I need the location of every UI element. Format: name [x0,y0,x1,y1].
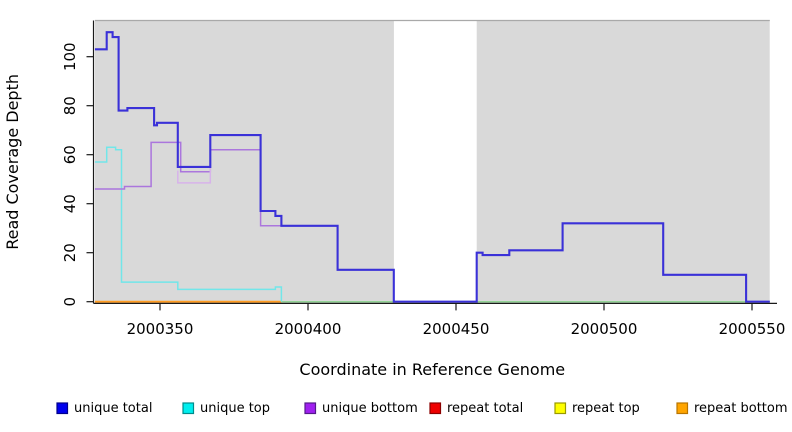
x-axis-title: Coordinate in Reference Genome [299,360,565,379]
legend-label-unique-total: unique total [74,401,152,416]
legend-swatch-repeat-bottom [676,402,689,415]
y-tick-label: 20 [61,243,79,262]
y-tick-label: 40 [61,194,79,213]
legend-label-unique-top: unique top [200,401,270,416]
shaded-region-2 [476,20,770,304]
y-tick-label: 80 [61,96,79,115]
series-line-unique-top [94,146,283,302]
legend-swatch-repeat-total [429,402,442,415]
y-tick-label: 0 [61,297,79,307]
legend-swatch-repeat-top [554,402,567,415]
legend-label-repeat-bottom: repeat bottom [694,401,788,416]
x-tick-label: 2000550 [719,320,786,338]
legend-swatch-unique-bottom [304,402,317,415]
y-axis-title: Read Coverage Depth [3,74,22,250]
x-tick-label: 2000350 [127,320,194,338]
x-tick-label: 2000500 [571,320,638,338]
x-tick-label: 2000400 [275,320,342,338]
series-line-unique-total [94,31,770,303]
legend-label-repeat-top: repeat top [572,401,640,416]
y-tick-label: 60 [61,145,79,164]
legend-label-repeat-total: repeat total [447,401,523,416]
legend-swatch-unique-total [56,402,69,415]
y-tick-label: 100 [61,42,79,71]
legend-label-unique-bottom: unique bottom [322,401,418,416]
legend-swatch-unique-top [182,402,195,415]
shaded-region-1 [94,20,394,304]
x-tick-label: 2000450 [423,320,490,338]
